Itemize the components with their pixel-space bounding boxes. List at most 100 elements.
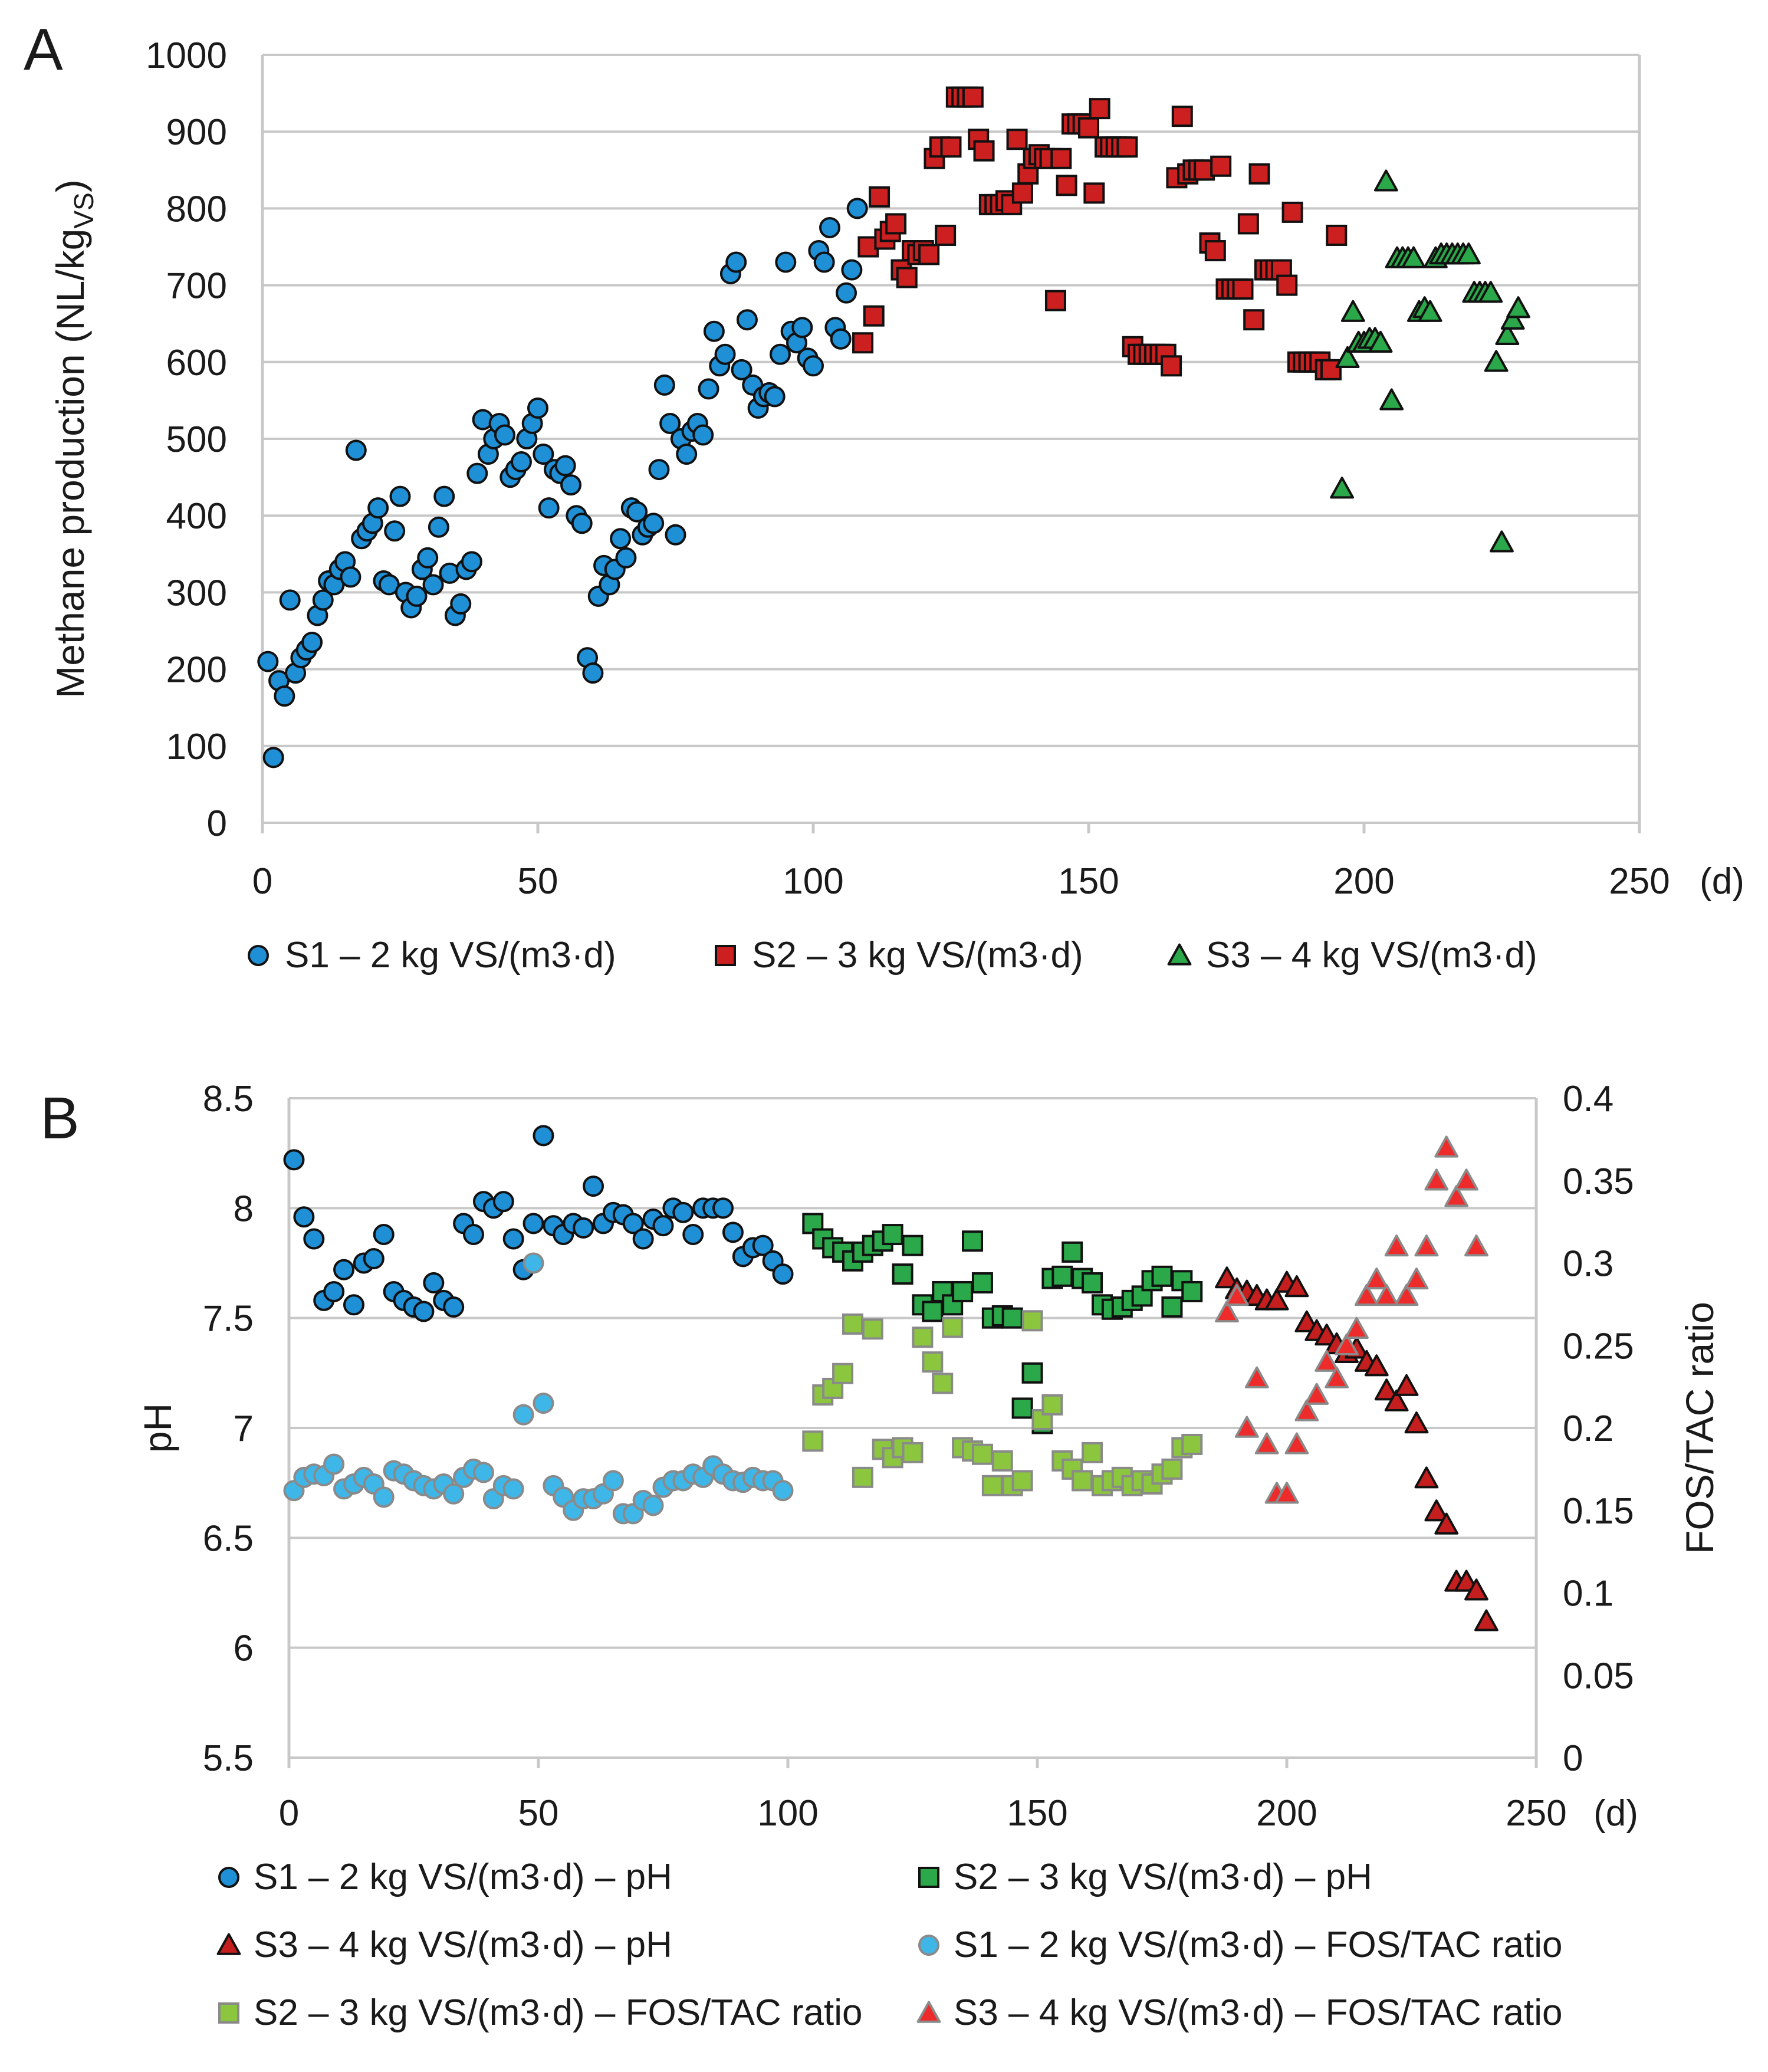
data-point-circle <box>830 328 852 350</box>
data-point-square <box>1078 117 1099 139</box>
data-point-triangle <box>1384 1389 1409 1411</box>
data-point-triangle <box>1244 1366 1269 1388</box>
data-point-triangle <box>1364 1268 1389 1290</box>
data-point-square <box>1281 201 1303 223</box>
y-left-tick-label: 8.5 <box>203 1079 254 1119</box>
data-point-square <box>971 1272 993 1294</box>
data-point-circle <box>533 1125 554 1147</box>
data-point-circle <box>384 520 406 542</box>
y-right-tick-label: 0 <box>1563 1738 1583 1779</box>
y-axis-title-suffix: ) <box>48 179 92 192</box>
data-point-square <box>1082 1272 1103 1294</box>
data-point-square <box>885 213 907 235</box>
data-point-circle <box>422 574 444 596</box>
data-point-square <box>1011 1470 1033 1492</box>
data-point-square <box>1210 155 1232 177</box>
data-point-triangle <box>1384 1234 1409 1257</box>
data-point-triangle <box>1264 1288 1289 1311</box>
y-tick-label: 600 <box>166 343 227 383</box>
data-point-circle <box>582 662 604 684</box>
chart-b-ph-fos-tac: 5.5 6 6.5 7 7.5 8 8.5 0 0.05 0.1 0.15 0.2 0.25 0.3 0.3… <box>136 1079 1721 2033</box>
data-point-circle <box>764 386 786 408</box>
data-point-square <box>1151 1265 1173 1287</box>
x-tick-label: 250 <box>1506 1793 1566 1834</box>
data-point-circle <box>571 513 593 534</box>
data-point-triangle <box>1215 1300 1239 1323</box>
data-point-square <box>1161 1458 1183 1480</box>
data-point-square <box>962 86 984 108</box>
data-point-circle <box>769 343 791 365</box>
data-point-circle <box>312 589 334 611</box>
legend-marker-circle <box>248 945 269 966</box>
data-point-circle <box>522 1252 544 1274</box>
data-point-triangle <box>1401 246 1426 268</box>
data-point-triangle <box>1215 1266 1239 1289</box>
data-point-square <box>1248 163 1270 185</box>
panel-b-letter: B <box>40 1085 80 1151</box>
data-point-triangle <box>1457 242 1481 265</box>
data-point-circle <box>642 1495 664 1516</box>
data-point-triangle <box>1373 169 1398 192</box>
data-point-triangle <box>1340 300 1365 322</box>
data-point-square <box>935 224 957 246</box>
x-tick-label: 200 <box>1333 861 1394 902</box>
y-tick-label: 800 <box>166 189 227 229</box>
data-point-square <box>902 1441 924 1463</box>
data-point-square <box>852 332 874 354</box>
y-tick-label: 0 <box>207 803 227 844</box>
data-point-square <box>912 1326 934 1348</box>
data-point-circle <box>736 309 758 331</box>
x-tick-label: 0 <box>279 1793 299 1834</box>
y-left-tick-label: 5.5 <box>203 1738 254 1779</box>
data-point-triangle <box>1374 1378 1399 1401</box>
data-point-triangle <box>1354 1284 1379 1306</box>
legend-marker-circle <box>918 1935 939 1956</box>
legend-label: S1 – 2 kg VS/(m3·d) – FOS/TAC ratio <box>954 1925 1563 1965</box>
data-point-circle <box>652 1215 674 1237</box>
data-point-square <box>1072 1470 1093 1492</box>
data-point-triangle <box>1225 1284 1249 1306</box>
data-point-circle <box>413 1301 435 1322</box>
data-point-square <box>971 1443 993 1465</box>
data-point-circle <box>659 412 681 434</box>
data-point-square <box>1276 274 1298 296</box>
data-point-triangle <box>1464 1578 1488 1601</box>
data-point-triangle <box>1284 1432 1309 1454</box>
data-point-square <box>1011 1397 1033 1419</box>
data-point-circle <box>653 374 675 396</box>
data-point-triangle <box>1478 281 1503 303</box>
data-point-circle <box>692 424 714 446</box>
data-point-circle <box>274 685 295 707</box>
data-point-circle <box>423 1272 445 1294</box>
data-point-circle <box>443 1296 465 1318</box>
data-point-circle <box>772 1480 794 1502</box>
legend-marker-circle <box>218 1867 239 1888</box>
data-point-square <box>942 1316 964 1338</box>
data-point-circle <box>406 585 428 607</box>
y-tick-label: 400 <box>166 496 227 537</box>
data-point-triangle <box>1374 1284 1399 1306</box>
data-point-circle <box>846 198 868 219</box>
data-point-square <box>922 1301 944 1322</box>
x-tick-label: 50 <box>518 1793 559 1834</box>
y-axis-title: Methane production (NL/kgVS) <box>48 179 99 698</box>
data-point-circle <box>573 1217 594 1239</box>
data-point-circle <box>345 439 367 461</box>
data-point-square <box>1041 1394 1063 1416</box>
x-unit-label: (d) <box>1593 1793 1638 1834</box>
data-point-circle <box>533 444 554 465</box>
x-tick-label: 100 <box>757 1793 818 1834</box>
legend-marker-triangle <box>216 1933 241 1955</box>
y-right-tick-label: 0.15 <box>1563 1491 1634 1532</box>
data-point-square <box>1243 309 1265 331</box>
y-left-tick-label: 6 <box>234 1628 254 1669</box>
x-tick-label: 250 <box>1609 861 1670 902</box>
data-point-square <box>882 1224 903 1246</box>
legend-label: S2 – 3 kg VS/(m3·d) – FOS/TAC ratio <box>254 1992 863 2033</box>
legend-label: S2 – 3 kg VS/(m3·d) – pH <box>954 1857 1372 1897</box>
data-point-square <box>952 1280 974 1302</box>
series-s3-4-kg-vs-m3-d <box>1330 169 1530 553</box>
data-point-triangle <box>1368 330 1393 353</box>
data-point-circle <box>301 632 323 654</box>
